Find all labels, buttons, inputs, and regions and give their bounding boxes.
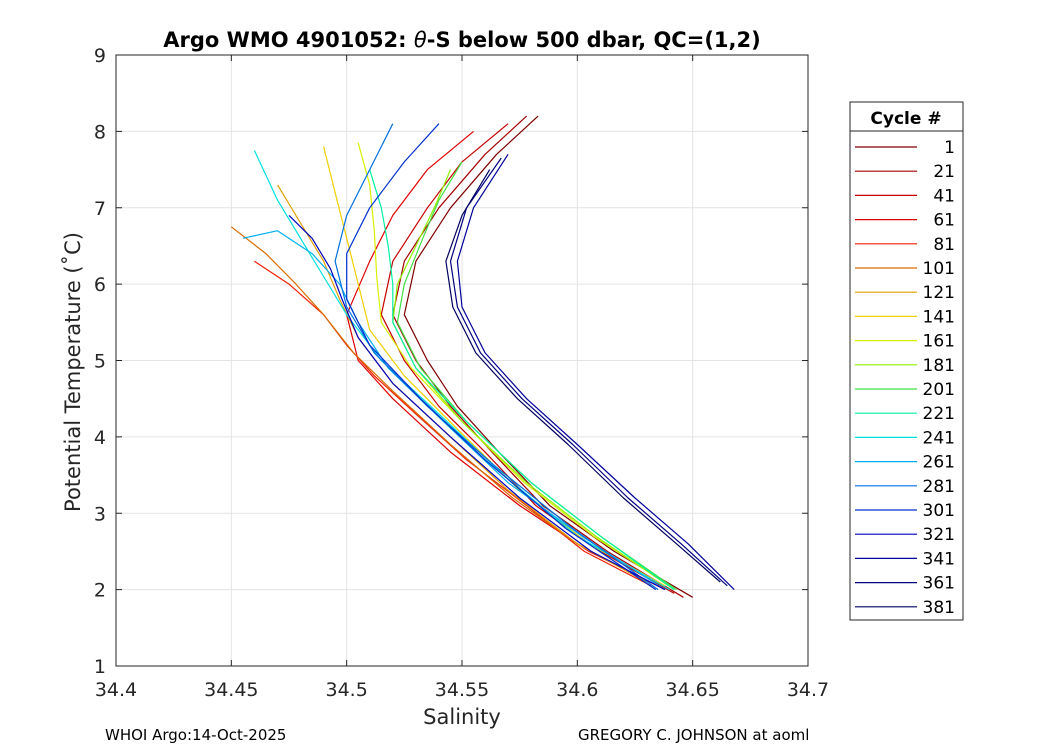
legend-label-1: 1 xyxy=(944,138,955,158)
footer-right: GREGORY C. JOHNSON at aoml xyxy=(578,726,810,744)
y-tick-label: 1 xyxy=(94,656,106,678)
series-line-cycle-41 xyxy=(380,123,675,594)
y-tick-label: 9 xyxy=(94,45,106,67)
series-line-cycle-161 xyxy=(357,142,670,587)
chart-title-prefix: Argo WMO 4901052: xyxy=(163,28,414,52)
series-line-cycle-81 xyxy=(254,260,652,587)
legend-items: 1214161811011211411611812012212412612813… xyxy=(855,138,955,618)
series-line-cycle-1 xyxy=(403,115,694,598)
series-line-cycle-381 xyxy=(445,169,721,583)
y-tick-label: 3 xyxy=(94,503,106,525)
grid-lines xyxy=(115,54,809,667)
y-tick-label: 6 xyxy=(94,274,106,296)
series-line-cycle-361 xyxy=(449,157,728,587)
legend-label-101: 101 xyxy=(923,259,955,279)
series-line-cycle-261 xyxy=(242,230,666,591)
x-axis-ticks: 34.4 34.45 34.5 34.55 34.6 34.65 34.7 xyxy=(95,55,829,701)
x-axis-label: Salinity xyxy=(423,705,501,729)
legend-label-321: 321 xyxy=(923,525,955,545)
chart-title-theta: θ xyxy=(414,28,427,52)
chart-title: Argo WMO 4901052: θ-S below 500 dbar, QC… xyxy=(163,28,760,52)
legend-label-281: 281 xyxy=(923,477,955,497)
x-tick-label: 34.7 xyxy=(787,679,829,701)
y-tick-label: 7 xyxy=(94,198,106,220)
x-tick-label: 34.65 xyxy=(665,679,719,701)
legend-label-21: 21 xyxy=(933,162,955,182)
legend-label-241: 241 xyxy=(923,428,955,448)
legend-label-341: 341 xyxy=(923,549,955,569)
series-line-cycle-141 xyxy=(323,146,666,587)
legend-label-81: 81 xyxy=(933,235,955,255)
series-line-cycle-301 xyxy=(346,123,657,591)
legend-label-181: 181 xyxy=(923,356,955,376)
chart-title-suffix: -S below 500 dbar, QC=(1,2) xyxy=(427,28,761,52)
x-tick-label: 34.45 xyxy=(204,679,258,701)
legend-label-381: 381 xyxy=(923,598,955,618)
x-tick-label: 34.55 xyxy=(435,679,489,701)
series-line-cycle-221 xyxy=(369,169,675,591)
y-tick-label: 5 xyxy=(94,351,106,373)
y-tick-label: 4 xyxy=(94,427,106,449)
legend-label-121: 121 xyxy=(923,283,955,303)
footer-left: WHOI Argo:14-Oct-2025 xyxy=(105,726,287,744)
series-line-cycle-281 xyxy=(334,123,659,591)
y-tick-label: 8 xyxy=(94,121,106,143)
series-line-cycle-61 xyxy=(346,130,666,591)
series-line-cycle-341 xyxy=(456,153,735,591)
legend-label-301: 301 xyxy=(923,501,955,521)
x-tick-label: 34.6 xyxy=(556,679,598,701)
y-tick-label: 2 xyxy=(94,580,106,602)
legend-label-261: 261 xyxy=(923,453,955,473)
legend-label-161: 161 xyxy=(923,332,955,352)
y-axis-label: Potential Temperature (˚C) xyxy=(61,232,85,512)
legend-label-221: 221 xyxy=(923,404,955,424)
legend-label-41: 41 xyxy=(933,186,955,206)
y-axis-ticks: 1 2 3 4 5 6 7 8 9 xyxy=(94,45,808,678)
legend-label-361: 361 xyxy=(923,574,955,594)
series-line-cycle-101 xyxy=(230,226,647,583)
series-line-cycle-21 xyxy=(392,115,684,598)
x-tick-label: 34.5 xyxy=(326,679,368,701)
legend-title: Cycle # xyxy=(870,109,941,129)
legend: Cycle # 12141618110112114116118120122124… xyxy=(849,101,964,621)
series-line-cycle-321 xyxy=(288,214,666,591)
data-series xyxy=(230,115,735,598)
legend-label-61: 61 xyxy=(933,211,955,231)
legend-label-141: 141 xyxy=(923,307,955,327)
x-tick-label: 34.4 xyxy=(95,679,137,701)
legend-label-201: 201 xyxy=(923,380,955,400)
